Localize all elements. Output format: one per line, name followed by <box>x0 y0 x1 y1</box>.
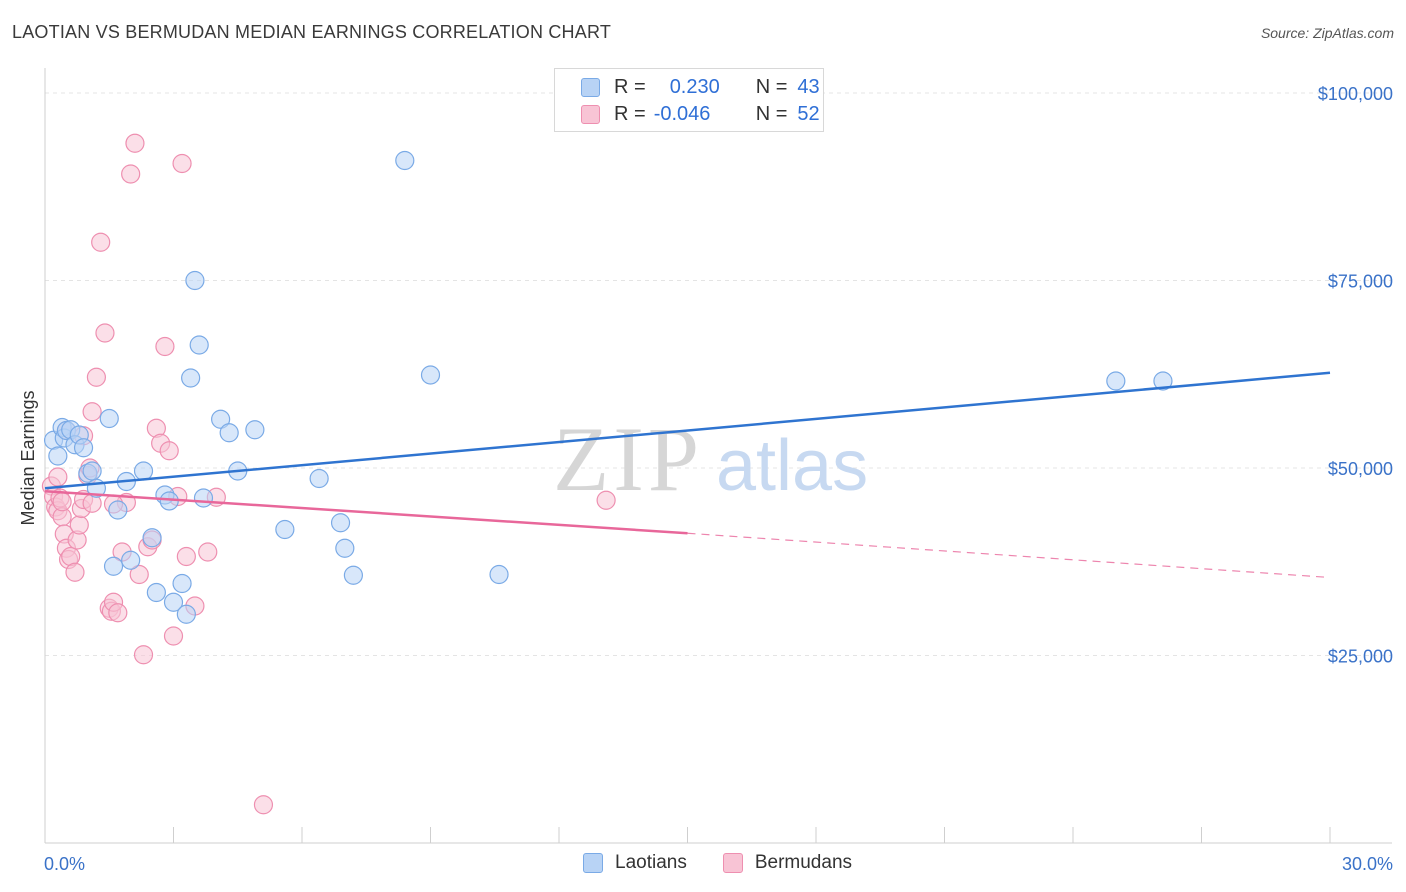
laotian-swatch <box>581 77 600 97</box>
laotian-point <box>99 408 119 429</box>
laotian-point <box>108 500 128 520</box>
watermark: ZIP atlas <box>553 408 868 510</box>
legend-n-value: 43 <box>797 75 820 98</box>
laotian-point <box>193 488 214 508</box>
laotian-point <box>176 604 196 624</box>
laotian-point <box>330 513 351 533</box>
legend-r-value: -0.046 <box>653 102 711 125</box>
bermudan-point <box>125 133 145 153</box>
laotian-point <box>163 592 184 612</box>
bermudan-point <box>61 546 81 567</box>
x-tick-label: 30.0% <box>1342 854 1393 874</box>
legend-row-laotian: R = 0.230 N = 43 <box>581 75 820 99</box>
bermudan-point <box>172 153 192 174</box>
bermudan-point <box>129 564 149 585</box>
bermudan-point <box>176 546 196 567</box>
correlation-legend: R = 0.230 N = 43 R = -0.046 N = 52 <box>554 68 824 132</box>
legend-r-value: 0.230 <box>669 75 720 98</box>
laotian-point <box>48 446 68 466</box>
laotian-legend-swatch <box>583 853 603 873</box>
laotian-point <box>309 468 329 489</box>
y-tick-label: $25,000 <box>1328 647 1393 667</box>
laotian-point <box>1106 371 1126 391</box>
bermudan-point <box>163 626 184 646</box>
laotian-point <box>185 270 205 291</box>
laotian-point <box>420 365 441 385</box>
laotian-point <box>211 409 231 429</box>
bermudan-point <box>121 164 141 184</box>
laotian-point <box>133 461 154 481</box>
y-tick-label: $50,000 <box>1328 459 1393 479</box>
laotian-point <box>189 335 209 355</box>
legend-n-label: N = <box>755 102 788 125</box>
laotian-trend-line <box>44 371 1331 490</box>
tick-labels: $25,000 $50,000 $75,000 $100,000 0.0% 30.0% <box>44 84 1393 874</box>
bermudan-point <box>596 490 616 510</box>
bermudan-point <box>95 323 115 343</box>
bermudan-legend-swatch <box>722 853 743 873</box>
laotian-point <box>181 368 201 388</box>
bermudan-swatch <box>581 104 600 124</box>
series-legend-bermudans: Bermudans <box>722 852 853 874</box>
bermudan-point <box>155 336 175 357</box>
bermudan-point <box>198 542 218 562</box>
trend-lines <box>44 371 1331 579</box>
bermudan-point <box>159 441 179 461</box>
watermark-zip: ZIP <box>553 408 703 510</box>
bermudan-point <box>91 232 111 252</box>
y-tick-label: $75,000 <box>1328 272 1393 292</box>
legend-n-value: 52 <box>797 102 820 125</box>
y-axis-label: Median Earnings <box>18 390 38 525</box>
legend-r-label: R = <box>614 75 646 98</box>
grid-lines <box>45 92 1392 656</box>
laotian-point <box>395 150 415 171</box>
series-legend-label: Laotians <box>615 852 687 873</box>
laotian-point <box>172 573 192 594</box>
bermudan-point <box>69 515 89 535</box>
series-legend-label: Bermudans <box>754 852 853 873</box>
laotian-point <box>343 565 363 585</box>
laotian-point <box>275 519 295 540</box>
bermudan-point <box>86 367 107 387</box>
laotian-point <box>82 461 102 481</box>
laotian-point <box>219 423 239 443</box>
series-legend-laotians: Laotians <box>583 852 687 874</box>
axes <box>44 68 1392 844</box>
y-tick-label: $100,000 <box>1318 84 1393 104</box>
bermudan-point <box>108 603 128 623</box>
legend-r-label: R = <box>614 102 646 125</box>
x-tick-label: 0.0% <box>44 854 85 874</box>
laotian-point <box>142 528 162 548</box>
bermudan-trend-line <box>44 490 688 535</box>
bermudan-point <box>52 492 72 512</box>
laotian-point <box>146 582 166 603</box>
laotian-point <box>73 438 94 458</box>
laotian-points <box>43 150 1173 624</box>
bermudan-trend-extension <box>687 532 1331 579</box>
legend-n-label: N = <box>755 75 788 98</box>
laotian-point <box>1153 371 1173 391</box>
laotian-point <box>245 420 265 440</box>
bermudan-point <box>48 467 68 487</box>
source-label: Source: ZipAtlas.com <box>1260 25 1394 41</box>
chart-title: LAOTIAN VS BERMUDAN MEDIAN EARNINGS CORR… <box>12 22 612 42</box>
bermudan-point <box>133 645 154 665</box>
bermudan-point <box>82 402 102 422</box>
bermudan-point <box>65 562 85 582</box>
legend-row-bermudan: R = -0.046 N = 52 <box>581 102 820 126</box>
laotian-point <box>489 564 509 585</box>
laotian-point <box>335 538 355 558</box>
laotian-point <box>121 550 141 570</box>
bermudan-point <box>253 795 274 815</box>
laotian-point <box>103 556 124 576</box>
watermark-atlas: atlas <box>716 426 868 506</box>
series-legend: Laotians Bermudans <box>583 852 888 874</box>
